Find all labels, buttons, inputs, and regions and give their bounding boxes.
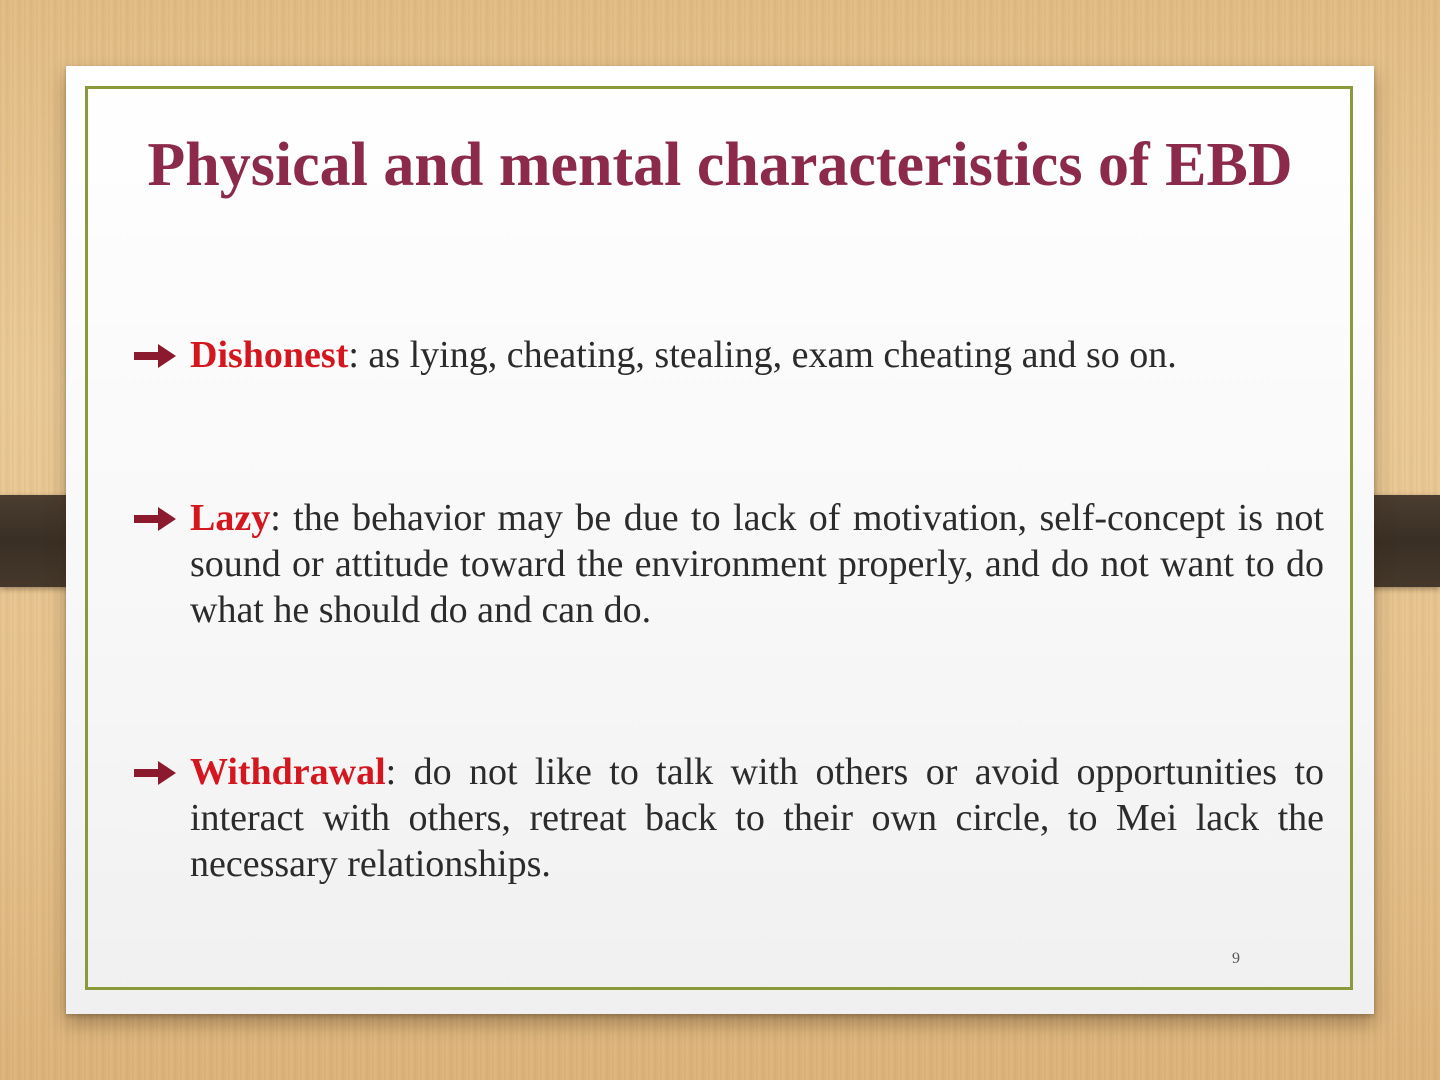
bullet-text: Dishonest: as lying, cheating, stealing,… [190, 332, 1324, 378]
bullet-text: Withdrawal: do not like to talk with oth… [190, 749, 1324, 887]
bullet-description: : the behavior may be due to lack of mot… [190, 497, 1324, 631]
slide-paper [66, 66, 1374, 1014]
right-arrow-icon [134, 761, 176, 785]
slide-title: Physical and mental characteristics of E… [147, 131, 1293, 199]
bullet-term: Withdrawal [190, 751, 386, 793]
right-arrow-icon [134, 344, 176, 368]
bullet-description: : do not like to talk with others or avo… [190, 751, 1324, 885]
page-number: 9 [1232, 950, 1240, 967]
bullet-text: Lazy: the behavior may be due to lack of… [190, 495, 1324, 633]
bullet-term: Dishonest [190, 334, 349, 376]
right-arrow-icon [134, 507, 176, 531]
bullet-item: Lazy: the behavior may be due to lack of… [132, 495, 1324, 633]
bullet-term: Lazy [190, 497, 271, 539]
bullet-item: Withdrawal: do not like to talk with oth… [132, 749, 1324, 887]
bullet-description: : as lying, cheating, stealing, exam che… [348, 334, 1177, 376]
slide-frame [85, 86, 1353, 990]
bullet-item: Dishonest: as lying, cheating, stealing,… [132, 332, 1324, 378]
